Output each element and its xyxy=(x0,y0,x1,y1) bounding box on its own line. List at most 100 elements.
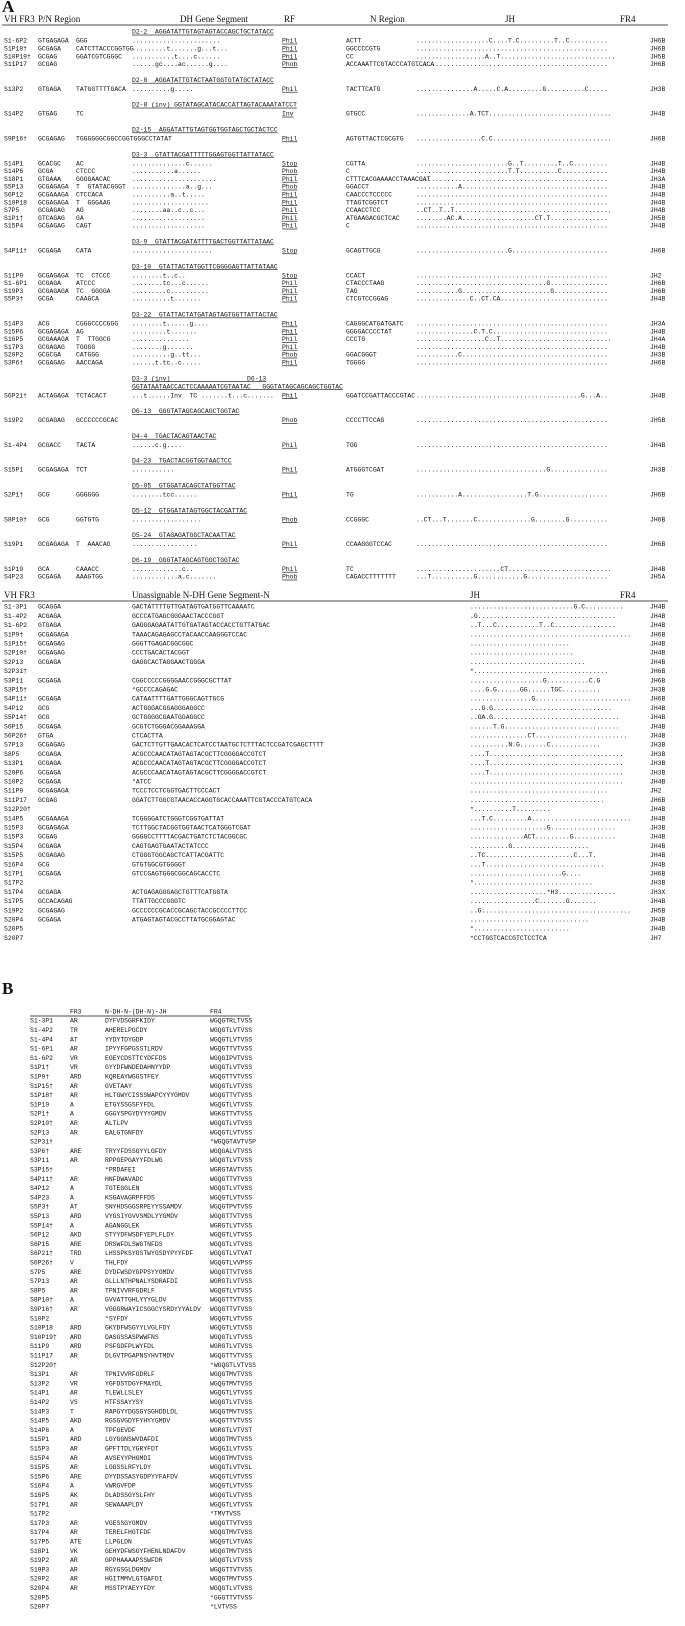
pn-region: AC xyxy=(76,160,84,167)
jh-sequence: ...................G...........C.G xyxy=(470,677,601,684)
reading-frame: Phob xyxy=(282,352,298,359)
dh-segment: ...t......Inv TC .......t...c....... xyxy=(132,392,274,399)
clone-id: S14P2 xyxy=(4,111,23,118)
jh-gene: JH4B xyxy=(650,296,666,303)
cdr3-sequence: YGFDSTDGYFMAYDL xyxy=(105,1380,163,1387)
n-region: TGGGG xyxy=(346,359,365,366)
vh-fr3: GCGAGA xyxy=(38,916,61,923)
n-region: AGTGTTACTCGCGTG xyxy=(346,135,404,142)
cdr3-sequence: AVSEYYPHGMDI xyxy=(105,1455,151,1462)
column-header: JH xyxy=(505,14,516,24)
clone-id: S19P3 xyxy=(30,1566,49,1573)
jh-sequence: ........................................… xyxy=(416,541,608,548)
n-region: GTGCC xyxy=(346,111,365,118)
jh-gene: JH4B xyxy=(650,815,666,822)
reading-frame: Stop xyxy=(282,160,298,167)
clone-id: S16P4 xyxy=(4,861,23,868)
fr3: AR xyxy=(70,1306,78,1313)
clone-id: S7P13 xyxy=(30,1278,49,1285)
cdr3-sequence: *SYFDY xyxy=(105,1315,128,1322)
fr4: WGQGTLVTVSS xyxy=(210,1492,252,1499)
clone-id: S5P13 xyxy=(30,1213,49,1220)
reading-frame: Phob xyxy=(282,168,298,175)
jh-sequence: ........................G..T.........T..… xyxy=(416,160,608,167)
n-region: ATGGGTCGAT xyxy=(346,467,385,474)
fr3: AR xyxy=(70,1390,78,1397)
jh-sequence: ...G.G............................... xyxy=(470,705,612,712)
jh-sequence: ........................... xyxy=(470,650,574,657)
jh-gene: JH4B xyxy=(650,659,666,666)
jh-gene: JH4B xyxy=(650,199,666,206)
clone-id: S17P2 xyxy=(4,880,23,887)
dh-segment: ......t.tc..c..... xyxy=(132,359,201,366)
jh-gene: JH4B xyxy=(650,778,666,785)
n-dh-n-sequence: CTGGGTGGCAGCTCATTACGATTC xyxy=(132,852,224,859)
dh-segment: .........t.......g...t... xyxy=(132,45,228,52)
reading-frame: Phil xyxy=(282,442,298,449)
n-region: C xyxy=(346,168,350,175)
n-region: GGACCT xyxy=(346,184,369,191)
fr4: WGQGTLVTVSS xyxy=(210,1390,252,1397)
jh-sequence: ...T............................... xyxy=(470,861,604,868)
clone-id: S13P1 xyxy=(4,760,23,767)
column-header: Unassignable N-DH Gene Segment-N xyxy=(132,590,270,600)
clone-id: S13P2 xyxy=(30,1380,49,1387)
fr4: WGQGTMVTVSS xyxy=(210,1576,252,1583)
clone-id: S18P1 xyxy=(4,176,23,183)
pn-region: GGG xyxy=(76,38,88,45)
jh-sequence: ...............A.....C.A.........G......… xyxy=(416,86,608,93)
dh-segment: ........t......g.... xyxy=(132,320,209,327)
jh-sequence: ..........G.................... xyxy=(470,843,589,850)
pn-region: GA xyxy=(76,215,84,222)
jh-sequence: ................................... xyxy=(470,797,604,804)
clone-id: S1-3P1 xyxy=(4,604,27,611)
n-dh-n-sequence: CTCACTTA xyxy=(132,732,163,739)
clone-id: S16P5 xyxy=(4,336,23,343)
cdr3-sequence: EALGTGNFDY xyxy=(105,1129,144,1136)
fr3: AR xyxy=(70,1092,78,1099)
fr4: WGQGTMVTVSS xyxy=(210,1455,252,1462)
fr4: WGQGTLVTVSS xyxy=(210,1557,252,1564)
pn-region: GGATCGTCGGGC xyxy=(76,53,122,60)
clone-id: S1-6P1 xyxy=(30,1046,53,1053)
fr3: ARD xyxy=(70,1213,82,1220)
jh-sequence: ........................................… xyxy=(416,45,608,52)
fr4: WGQGTLVTVSS xyxy=(210,1483,252,1490)
vh-fr3: ACG xyxy=(38,320,50,327)
panel-label: B xyxy=(2,979,13,998)
clone-id: S14P3 xyxy=(30,1408,49,1415)
vh-fr3: GCGAGAG xyxy=(38,344,65,351)
fr4: WGQGTMVTVSS xyxy=(210,1548,252,1555)
n-dh-n-sequence: TAAACAGAGAGCCTACAACCAAGGGTCCAC xyxy=(132,631,247,638)
jh-gene: JH6B xyxy=(650,870,666,877)
clone-id: S20P2 xyxy=(4,352,23,359)
fr4: WGKGTTVTVSS xyxy=(210,1111,252,1118)
pn-region: CGGGCCCCGGG xyxy=(76,320,118,327)
reading-frame: Phil xyxy=(282,491,298,498)
pn-region: CTCCC xyxy=(76,168,95,175)
fr4: WGQGALVTVSS xyxy=(210,1148,252,1155)
clone-id: S8P10† xyxy=(4,516,27,523)
clone-id: S14P1 xyxy=(30,1390,49,1397)
clone-id: S4P12 xyxy=(4,705,23,712)
jh-sequence: *......................... xyxy=(470,926,570,933)
fr3: AR xyxy=(70,1529,78,1536)
n-region: CCAAGGGTCCAC xyxy=(346,541,392,548)
jh-gene: JH4B xyxy=(650,344,666,351)
n-region: CTTTCACGAAAACCTAAACGAT xyxy=(346,176,431,183)
clone-id: S20P4 xyxy=(4,916,23,923)
column-header: N Region xyxy=(370,14,405,24)
cdr3-sequence: GYYDFWNDEDAHNYYDP xyxy=(105,1064,170,1071)
fr4: WGQGTTVTVSS xyxy=(210,1352,252,1359)
clone-id: S19P2 xyxy=(4,417,23,424)
fr4: WGRGTLVTVSS xyxy=(210,1343,252,1350)
jh-sequence: ........................................… xyxy=(416,392,608,399)
jh-gene: JH6B xyxy=(650,668,666,675)
fr3: VR xyxy=(70,1380,78,1387)
clone-id: S1P19 xyxy=(4,566,23,573)
cdr3-sequence: TPNIVVRFGDRLF xyxy=(105,1287,155,1294)
jh-sequence: ....G.G......GG......TGC.......... xyxy=(470,686,600,693)
n-dh-n-sequence: CAGTGAGTGAATACTATCCC xyxy=(132,843,209,850)
fr4: WGQGTLVTVSS xyxy=(210,1129,252,1136)
n-region: ACTT xyxy=(346,38,362,45)
